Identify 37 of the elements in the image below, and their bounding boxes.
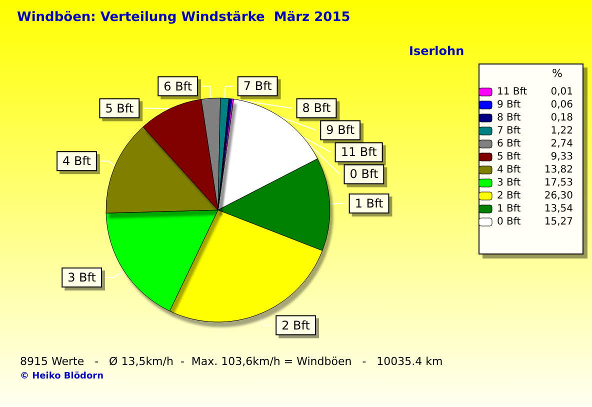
legend-label: 3 Bft <box>497 178 521 188</box>
data-label: 0,01 <box>550 86 573 98</box>
legend-label: 7 Bft <box>497 126 521 136</box>
slice-label: 4 Bft <box>62 154 92 168</box>
legend-label: 2 Bft <box>497 190 521 202</box>
data-label: 13,54 <box>544 204 573 214</box>
slice-label: 3 Bft <box>68 270 96 285</box>
slice-label: 5 Bft <box>105 101 134 116</box>
slice-label: 6 Bft <box>164 79 192 94</box>
data-label: 2,74 <box>550 138 573 150</box>
legend-label: 9 Bft <box>497 100 521 110</box>
data-label: 9,33 <box>550 152 573 162</box>
data-label: 13,82 <box>544 164 573 176</box>
slice-label: 11 Bft <box>340 145 378 160</box>
text: © Heiko Blödorn <box>20 372 104 382</box>
chart-title: Windböen: Verteilung Windstärke März 2015 <box>17 10 350 25</box>
legend-label: 5 Bft <box>497 152 521 162</box>
slice-label: 9 Bft <box>326 123 355 138</box>
data-label: 1,22 <box>550 126 573 136</box>
legend-label: 11 Bft <box>497 86 528 98</box>
data-label: 0,18 <box>550 112 573 124</box>
legend-label: 4 Bft <box>497 164 521 176</box>
data-label: 17,53 <box>544 178 573 188</box>
text: 8915 Werte - Ø 13,5km/h - Max. 103,6km/h = Windböen - 10035.4 km <box>20 355 443 368</box>
slice-label: 2 Bft <box>282 318 310 332</box>
data-label: 26,30 <box>544 190 573 202</box>
slice-label: 0 Bft <box>350 167 378 182</box>
legend-label: 6 Bft <box>497 138 521 150</box>
data-label: 15,27 <box>544 216 573 228</box>
slice-label: 1 Bft <box>354 196 384 211</box>
chart-subtitle: Iserlohn <box>409 44 464 58</box>
legend-label: 0 Bft <box>497 216 521 228</box>
data-label: 0,06 <box>550 100 573 110</box>
legend-title: % <box>552 67 562 80</box>
legend-label: 1 Bft <box>497 204 521 214</box>
legend-label: 8 Bft <box>497 112 521 124</box>
slice-label: 7 Bft <box>243 79 272 94</box>
